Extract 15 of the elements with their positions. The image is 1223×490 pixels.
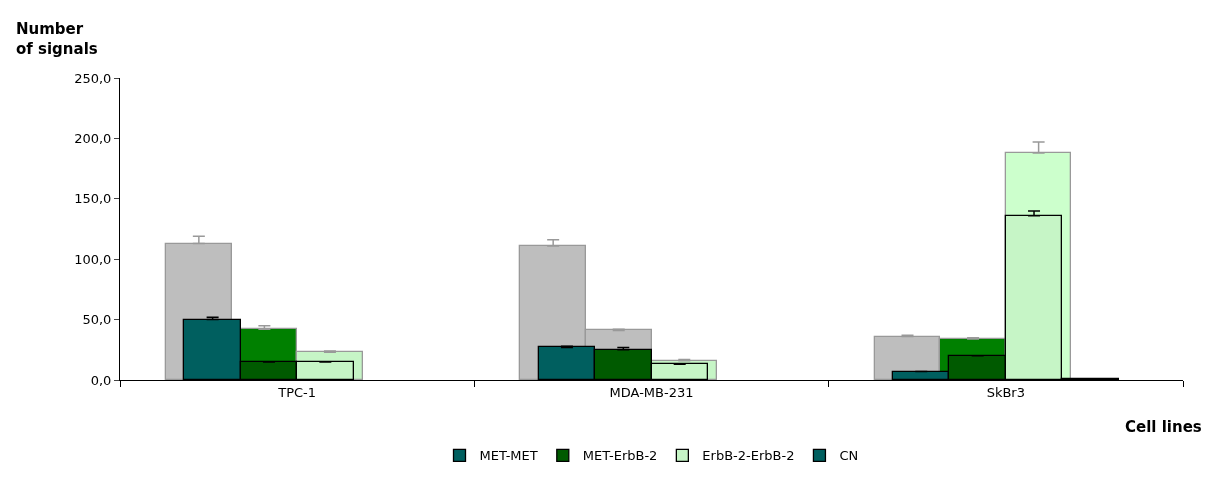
y-tick-label: 250,0 <box>74 70 112 86</box>
legend-label: MET-ErbB-2 <box>582 448 658 464</box>
y-tick-label: 150,0 <box>74 191 112 207</box>
y-tick-label: 100,0 <box>74 251 112 267</box>
y-axis-title: Number of signals <box>16 20 98 58</box>
legend-label: CN <box>839 448 859 464</box>
x-tick-label: SkBr3 <box>986 384 1025 400</box>
y-tick-label: 0,0 <box>90 372 112 388</box>
x-axis-title: Cell lines <box>1125 418 1202 436</box>
legend-label: ErbB-2-ErbB-2 <box>702 448 795 464</box>
x-tick-label: MDA-MB-231 <box>609 384 694 400</box>
y-tick-label: 50,0 <box>82 312 112 328</box>
legend-label: MET-MET <box>479 448 538 464</box>
y-tick-label: 200,0 <box>74 130 112 146</box>
x-tick-label: TPC-1 <box>277 384 317 400</box>
